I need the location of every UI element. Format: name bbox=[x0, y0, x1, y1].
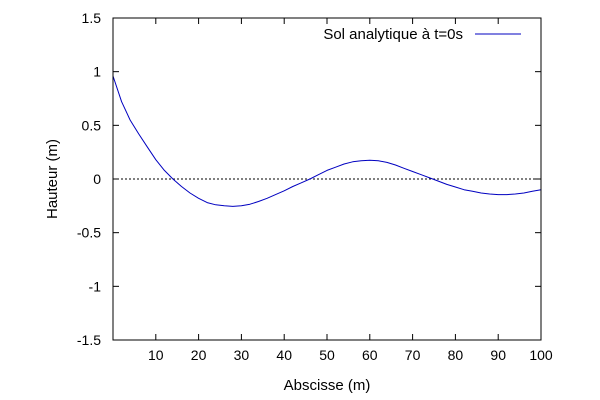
y-tick-label: 1 bbox=[93, 64, 101, 80]
x-tick-label: 50 bbox=[319, 347, 335, 363]
y-tick-label: -1 bbox=[89, 278, 102, 294]
y-tick-label: -1.5 bbox=[77, 332, 101, 348]
x-tick-label: 30 bbox=[234, 347, 250, 363]
y-axis-label: Hauteur (m) bbox=[44, 139, 61, 219]
x-tick-label: 80 bbox=[448, 347, 464, 363]
x-tick-label: 20 bbox=[191, 347, 207, 363]
legend-label: Sol analytique à t=0s bbox=[323, 26, 463, 43]
x-tick-label: 100 bbox=[529, 347, 553, 363]
y-tick-label: 0.5 bbox=[82, 117, 102, 133]
legend: Sol analytique à t=0s bbox=[323, 26, 521, 43]
x-tick-label: 10 bbox=[148, 347, 164, 363]
x-tick-label: 90 bbox=[490, 347, 506, 363]
series-layer bbox=[112, 75, 542, 207]
y-tick-label: 1.5 bbox=[82, 10, 102, 26]
x-tick-label: 70 bbox=[405, 347, 421, 363]
y-tick-label: -0.5 bbox=[77, 225, 101, 241]
x-axis-label: Abscisse (m) bbox=[284, 377, 371, 394]
y-tick-label: 0 bbox=[93, 171, 101, 187]
tick-layer: 10 20 30 40 50 60 70 80 90 100 1.5 1 0.5 0 -0.5 -1 -1.5 bbox=[77, 10, 553, 363]
x-tick-label: 40 bbox=[276, 347, 292, 363]
x-tick-label: 60 bbox=[362, 347, 378, 363]
series-line bbox=[112, 75, 542, 207]
